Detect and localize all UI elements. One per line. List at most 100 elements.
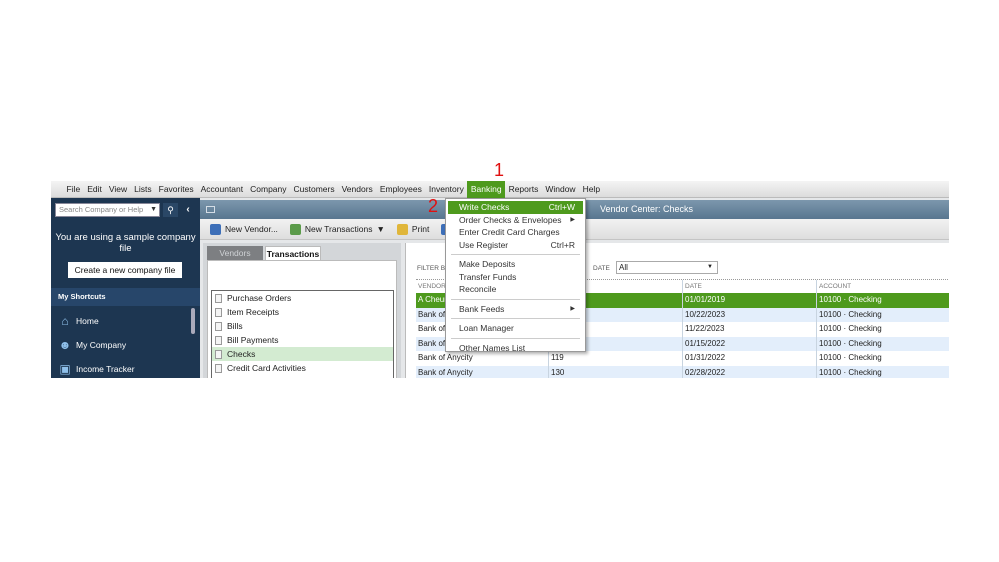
list-item[interactable]: Item Receipts — [212, 305, 393, 319]
menu-item-write-checks[interactable]: Write Checks Ctrl+W — [448, 201, 583, 214]
shortcut-income-tracker[interactable]: ▣ Income Tracker — [58, 359, 188, 378]
new-vendor-label: New Vendor... — [225, 224, 278, 234]
cell-date: 01/31/2022 — [683, 351, 817, 366]
menu-customers[interactable]: Customers — [293, 183, 335, 194]
document-icon — [215, 363, 222, 373]
list-item[interactable]: Bill Payments — [212, 333, 393, 347]
column-header-account[interactable]: ACCOUNT — [819, 283, 852, 290]
cell-date: 11/22/2023 — [683, 322, 817, 337]
list-item[interactable]: Credit Card Activities — [212, 361, 393, 375]
menu-window[interactable]: Window — [545, 183, 576, 194]
menu-item-reconcile[interactable]: Reconcile — [448, 283, 583, 296]
search-icon[interactable]: ⚲ — [163, 203, 178, 217]
menu-item-bank-feeds[interactable]: Bank Feeds ▶ — [448, 303, 583, 316]
menu-view[interactable]: View — [108, 183, 128, 194]
dropdown-arrow-icon[interactable]: ▼ — [150, 206, 157, 213]
list-item-label: Checks — [227, 349, 256, 359]
menu-item-label: Make Deposits — [459, 259, 516, 269]
menu-inventory[interactable]: Inventory — [428, 183, 464, 194]
list-item[interactable]: Bills — [212, 319, 393, 333]
shortcut-my-company[interactable]: ☻ My Company — [58, 335, 188, 355]
menu-vendors[interactable]: Vendors — [341, 183, 373, 194]
menu-item-label: Bank Feeds — [459, 303, 505, 314]
new-vendor-icon — [210, 223, 221, 235]
menu-item-enter-credit-card-charges[interactable]: Enter Credit Card Charges — [448, 226, 583, 239]
new-transactions-label: New Transactions — [304, 224, 373, 234]
menu-bar: File Edit View Lists Favorites Accountant Comp… — [51, 181, 949, 198]
shortcut-home[interactable]: ⌂ Home — [58, 311, 188, 331]
table-row[interactable]: Bank of Anycity 119 01/31/2022 10100 · Chec… — [416, 351, 949, 366]
banking-menu-dropdown: Write Checks Ctrl+W Order Checks & Envelop… — [445, 198, 586, 355]
menu-item-label: Loan Manager — [459, 323, 514, 333]
menu-lists[interactable]: Lists — [134, 183, 152, 194]
list-item-label: Item Receipts — [227, 307, 279, 317]
menu-accountant[interactable]: Accountant — [200, 183, 244, 194]
menu-edit[interactable]: Edit — [87, 183, 102, 194]
menu-employees[interactable]: Employees — [379, 183, 422, 194]
menu-help[interactable]: Help — [582, 183, 601, 194]
menu-item-other-names-list[interactable]: Other Names List — [448, 342, 583, 355]
cell-num — [549, 307, 683, 323]
left-icon-bar: Search Company or Help ▼ ⚲ ‹ You are usin… — [51, 198, 200, 378]
list-item[interactable]: Sales Tax Payments — [212, 375, 393, 378]
menu-company[interactable]: Company — [250, 183, 287, 194]
date-filter-select[interactable]: All ▼ — [616, 261, 718, 274]
list-item-label: Credit Card Activities — [227, 363, 306, 373]
list-item-label: Purchase Orders — [227, 293, 292, 303]
search-placeholder: Search Company or Help — [59, 205, 144, 214]
print-label: Print — [411, 224, 430, 234]
menu-item-shortcut: Ctrl+W — [548, 202, 575, 212]
list-item[interactable]: Checks — [212, 347, 393, 361]
transaction-type-list: Purchase Orders Item Receipts Bills Bill Pa… — [211, 290, 394, 378]
cell-date: 10/22/2023 — [683, 307, 817, 323]
menu-item-loan-manager[interactable]: Loan Manager — [448, 322, 583, 335]
menu-item-transfer-funds[interactable]: Transfer Funds — [448, 271, 583, 284]
menu-separator — [451, 254, 580, 255]
menu-reports[interactable]: Reports — [508, 183, 539, 194]
date-filter-value: All — [619, 263, 628, 272]
print-button[interactable]: Print — [396, 223, 430, 235]
tab-content: Purchase Orders Item Receipts Bills Bill Pa… — [207, 260, 397, 378]
cell-date: 02/28/2022 — [683, 365, 817, 378]
menu-banking[interactable]: Banking — [467, 181, 506, 198]
list-item-label: Bills — [227, 321, 243, 331]
document-icon — [215, 321, 222, 331]
sidebar-scrollbar[interactable] — [191, 308, 195, 334]
document-icon — [215, 335, 222, 345]
shortcut-label: Income Tracker — [76, 364, 135, 374]
document-icon — [215, 307, 222, 317]
menu-item-label: Use Register — [459, 239, 509, 250]
cell-vendor: Bank of Anycity — [416, 351, 549, 366]
menu-item-order-checks-envelopes[interactable]: Order Checks & Envelopes ▶ — [448, 214, 583, 227]
tab-vendors[interactable]: Vendors — [207, 246, 263, 260]
document-icon — [215, 349, 222, 359]
table-row[interactable]: Bank of Anycity 130 02/28/2022 10100 · Chec… — [416, 365, 949, 378]
transactions-panel: Vendors Transactions Purchase Orders Item… — [203, 243, 401, 378]
create-company-file-button[interactable]: Create a new company file — [68, 262, 182, 278]
printer-icon — [396, 223, 408, 235]
search-input[interactable]: Search Company or Help ▼ — [55, 203, 160, 217]
collapse-chevron-icon[interactable]: ‹ — [186, 204, 190, 215]
cell-account: 10100 · Checking — [819, 309, 882, 319]
cell-num — [549, 293, 683, 308]
new-transactions-button[interactable]: New Transactions ▼ — [289, 223, 385, 235]
cell-account: 10100 · Checking — [819, 338, 882, 348]
dropdown-arrow-icon: ▼ — [707, 264, 713, 270]
new-vendor-button[interactable]: New Vendor... — [210, 223, 278, 235]
tab-transactions[interactable]: Transactions — [265, 246, 321, 260]
document-icon — [215, 377, 222, 378]
menu-file[interactable]: File — [66, 183, 81, 194]
cell-account: 10100 · Checking — [819, 324, 882, 334]
menu-item-make-deposits[interactable]: Make Deposits — [448, 258, 583, 271]
menu-item-label: Other Names List — [459, 342, 526, 353]
list-item-label: Bill Payments — [227, 335, 279, 345]
list-item[interactable]: Purchase Orders — [212, 291, 393, 305]
shortcuts-header: My Shortcuts — [51, 288, 200, 306]
filter-by-label: FILTER BY — [417, 265, 450, 272]
column-header-date[interactable]: DATE — [683, 280, 817, 293]
document-icon — [215, 293, 222, 303]
window-menu-icon[interactable] — [206, 206, 215, 213]
menu-item-use-register[interactable]: Use Register Ctrl+R — [448, 239, 583, 252]
menu-favorites[interactable]: Favorites — [158, 183, 194, 194]
submenu-arrow-icon: ▶ — [570, 305, 575, 312]
